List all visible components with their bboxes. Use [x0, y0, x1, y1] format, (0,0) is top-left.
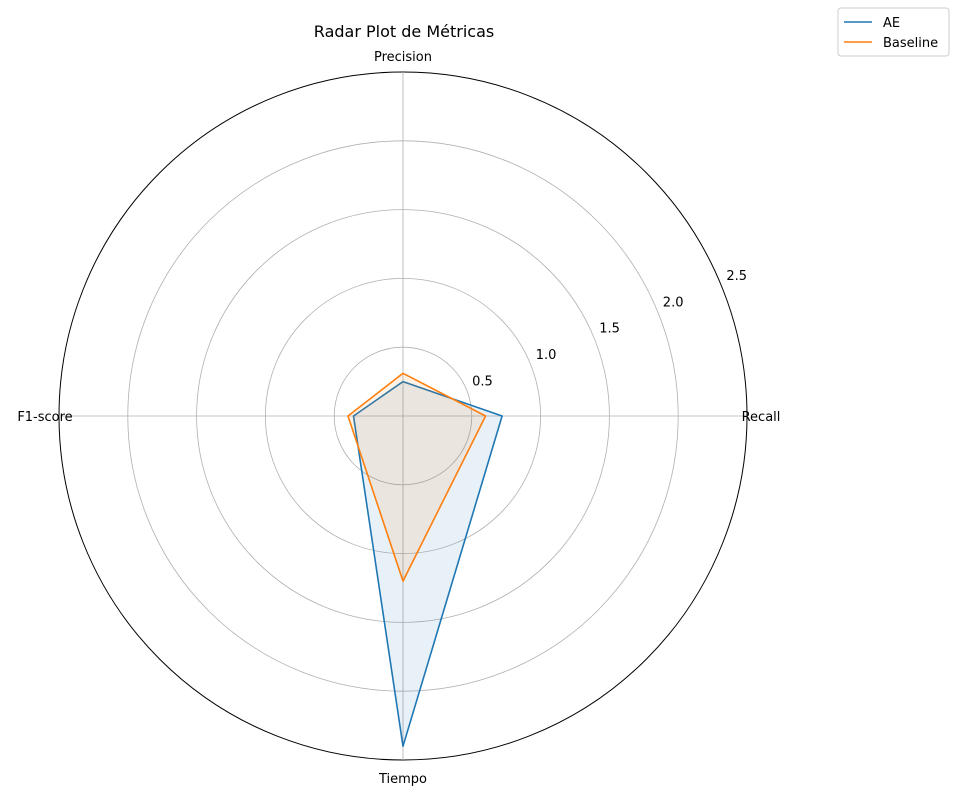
series-fill — [348, 373, 486, 582]
series-fill — [353, 381, 503, 747]
axis-label: Recall — [742, 410, 781, 425]
series-line — [347, 372, 487, 582]
legend-label: AE — [883, 16, 900, 31]
axis-label: Tiempo — [378, 772, 427, 787]
radial-tick-label: 1.5 — [599, 322, 620, 337]
radial-tick-label: 0.5 — [472, 374, 493, 389]
series-group — [347, 372, 503, 748]
legend: AE Baseline — [837, 7, 950, 57]
chart-title: Radar Plot de Métricas — [314, 22, 494, 41]
legend-box — [837, 7, 950, 57]
axis-labels: Precision Recall Tiempo F1-score 0.5 1.0 1.5 2.… — [17, 50, 780, 787]
legend-label: Baseline — [883, 36, 938, 51]
radial-tick-label: 2.0 — [663, 295, 684, 310]
axis-label: F1-score — [17, 410, 72, 425]
radial-grid — [58, 71, 748, 761]
axis-label: Precision — [374, 50, 432, 65]
series-line — [352, 380, 503, 748]
radial-tick-label: 2.5 — [726, 269, 747, 284]
radial-tick-label: 1.0 — [536, 348, 557, 363]
